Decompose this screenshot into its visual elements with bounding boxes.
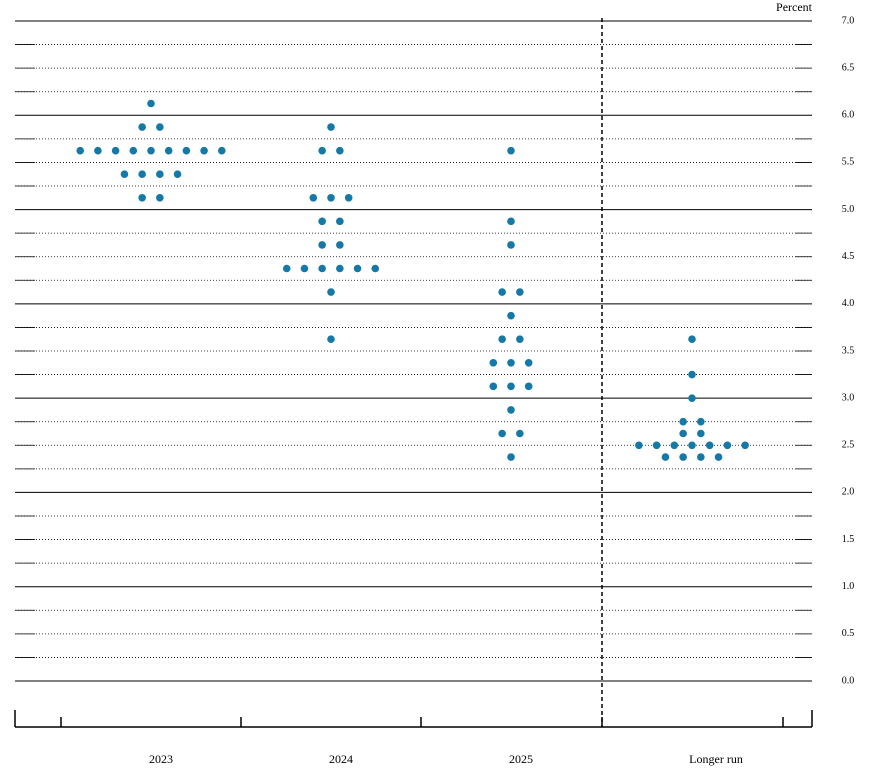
y-tick-label: 0.0: [842, 675, 855, 686]
y-tick-label: 4.0: [842, 298, 855, 309]
x-tick-label: 2025: [509, 752, 533, 766]
dot: [516, 335, 524, 344]
dot: [300, 264, 309, 273]
dot: [524, 358, 533, 367]
dot: [318, 264, 326, 273]
y-tick-label: 6.0: [842, 110, 855, 121]
dot: [507, 358, 515, 367]
dot: [688, 394, 696, 402]
y-tick-label: 3.5: [842, 345, 855, 356]
dot: [507, 453, 515, 461]
dot: [156, 193, 164, 202]
dot: [344, 193, 353, 202]
dot: [507, 382, 515, 391]
dot: [336, 241, 344, 249]
dot: [336, 264, 344, 273]
dot: [200, 146, 208, 155]
dot: [138, 123, 146, 131]
dot: [147, 146, 155, 155]
dot: [173, 170, 182, 179]
y-tick-label: 5.5: [842, 157, 855, 168]
dot: [679, 453, 687, 461]
dot: [697, 453, 705, 461]
dot: [147, 99, 155, 108]
dot: [138, 170, 146, 179]
dot: [138, 193, 146, 202]
dot: [507, 146, 515, 155]
y-tick-label: 3.0: [842, 392, 855, 403]
dot: [336, 217, 344, 226]
x-tick-label: Longer run: [689, 752, 743, 766]
dot: [353, 264, 362, 273]
dot: [516, 288, 524, 296]
dot: [111, 146, 120, 155]
dot: [336, 146, 344, 155]
dot: [705, 441, 714, 450]
dot: [688, 370, 696, 379]
dot: [688, 441, 696, 450]
dot: [507, 311, 515, 320]
dot: [218, 146, 226, 155]
dot: [327, 335, 335, 344]
y-tick-label: 1.0: [842, 581, 855, 592]
dot: [652, 441, 661, 450]
dot: [679, 429, 687, 438]
dot: [327, 193, 335, 202]
dot: [489, 358, 498, 367]
dot: [327, 288, 335, 296]
y-tick-label: 7.0: [842, 15, 855, 26]
dot: [129, 146, 138, 155]
y-tick-label: 2.5: [842, 440, 855, 451]
dot: [498, 288, 506, 296]
dot: [697, 417, 705, 426]
y-axis-label: Percent: [776, 0, 813, 14]
dot: [670, 441, 679, 450]
dot: [318, 146, 326, 155]
dot: [714, 453, 723, 461]
dot: [524, 382, 533, 391]
dot: [182, 146, 191, 155]
dot: [489, 382, 498, 391]
y-tick-label: 4.5: [842, 251, 855, 262]
dot: [498, 429, 506, 438]
dot: [318, 241, 326, 249]
dot: [156, 170, 164, 179]
dot: [156, 123, 164, 131]
dot: [741, 441, 749, 450]
dot: [164, 146, 173, 155]
dot: [371, 264, 380, 273]
dot: [327, 123, 335, 131]
dot: [697, 429, 705, 438]
x-tick-label: 2023: [149, 752, 173, 766]
dot: [688, 335, 696, 344]
dot: [635, 441, 643, 450]
y-tick-label: 1.5: [842, 534, 855, 545]
dot: [507, 406, 515, 414]
y-tick-label: 5.0: [842, 204, 855, 215]
dot: [282, 264, 291, 273]
dot: [679, 417, 687, 426]
dot: [516, 429, 524, 438]
y-tick-label: 6.5: [842, 62, 855, 73]
dot: [507, 241, 515, 249]
dot: [120, 170, 129, 179]
dot: [318, 217, 326, 226]
y-tick-label: 2.0: [842, 487, 855, 498]
dot: [309, 193, 318, 202]
dot: [661, 453, 670, 461]
dot: [723, 441, 732, 450]
dot: [498, 335, 506, 344]
dot: [76, 146, 84, 155]
dot: [94, 146, 102, 155]
dot: [507, 217, 515, 226]
x-tick-label: 2024: [329, 752, 353, 766]
y-tick-label: 0.5: [842, 628, 855, 639]
